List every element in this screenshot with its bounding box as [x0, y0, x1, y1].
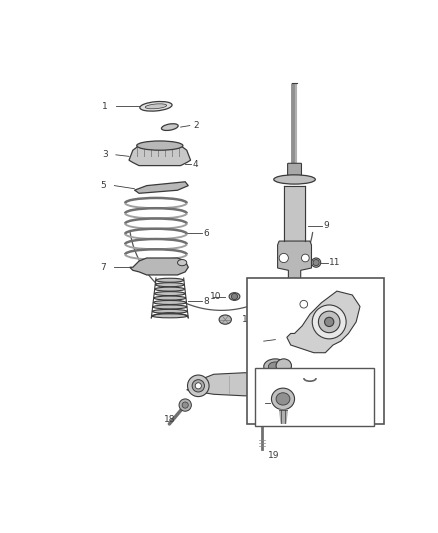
Ellipse shape	[268, 362, 282, 371]
Text: 5: 5	[100, 181, 106, 190]
Ellipse shape	[156, 278, 184, 282]
Circle shape	[279, 253, 288, 263]
Text: 1: 1	[102, 102, 108, 111]
Text: 19: 19	[268, 450, 280, 459]
Text: 20: 20	[330, 410, 341, 419]
Ellipse shape	[229, 293, 240, 301]
Text: 8: 8	[204, 297, 209, 305]
Circle shape	[231, 294, 237, 300]
Circle shape	[332, 381, 350, 399]
Ellipse shape	[274, 175, 315, 184]
Ellipse shape	[137, 141, 183, 150]
Text: 17: 17	[301, 364, 312, 373]
Polygon shape	[287, 291, 360, 353]
Ellipse shape	[314, 405, 321, 411]
Ellipse shape	[140, 101, 172, 111]
Ellipse shape	[219, 315, 231, 324]
Text: 3: 3	[102, 150, 108, 159]
Circle shape	[179, 399, 191, 411]
FancyBboxPatch shape	[254, 368, 374, 426]
Circle shape	[313, 260, 319, 265]
Ellipse shape	[311, 258, 321, 267]
Text: 12: 12	[254, 337, 266, 346]
FancyBboxPatch shape	[288, 163, 301, 175]
Ellipse shape	[177, 260, 187, 265]
Text: 15: 15	[327, 374, 339, 383]
Ellipse shape	[264, 359, 287, 374]
Text: 13: 13	[254, 375, 266, 384]
Polygon shape	[129, 143, 191, 166]
Circle shape	[312, 305, 346, 339]
Text: 6: 6	[204, 229, 209, 238]
Circle shape	[182, 402, 188, 408]
Circle shape	[325, 317, 334, 327]
Ellipse shape	[312, 403, 323, 417]
Ellipse shape	[154, 296, 186, 300]
Ellipse shape	[272, 388, 294, 410]
Circle shape	[336, 385, 346, 394]
Text: 18: 18	[164, 415, 175, 424]
FancyBboxPatch shape	[247, 278, 384, 424]
Circle shape	[318, 311, 340, 333]
Polygon shape	[134, 182, 188, 193]
Text: 7: 7	[100, 263, 106, 272]
Text: 10: 10	[210, 292, 221, 301]
Ellipse shape	[152, 309, 187, 313]
Text: 11: 11	[329, 258, 341, 267]
Circle shape	[195, 383, 201, 389]
Ellipse shape	[155, 292, 185, 296]
Circle shape	[301, 254, 309, 262]
Text: 2: 2	[193, 121, 198, 130]
Circle shape	[300, 301, 307, 308]
Ellipse shape	[276, 359, 291, 373]
Circle shape	[192, 379, 205, 392]
Polygon shape	[187, 373, 349, 399]
Ellipse shape	[152, 314, 188, 318]
Text: 9: 9	[324, 221, 329, 230]
Ellipse shape	[153, 305, 187, 309]
Ellipse shape	[276, 393, 290, 405]
Circle shape	[187, 375, 209, 397]
Polygon shape	[278, 241, 311, 284]
Text: 16: 16	[242, 315, 254, 324]
Ellipse shape	[145, 104, 167, 109]
Ellipse shape	[153, 301, 186, 304]
Text: 14: 14	[254, 398, 266, 407]
Text: 4: 4	[193, 159, 198, 168]
Ellipse shape	[155, 287, 185, 291]
Ellipse shape	[162, 124, 178, 131]
Ellipse shape	[155, 282, 184, 287]
Polygon shape	[130, 258, 188, 275]
